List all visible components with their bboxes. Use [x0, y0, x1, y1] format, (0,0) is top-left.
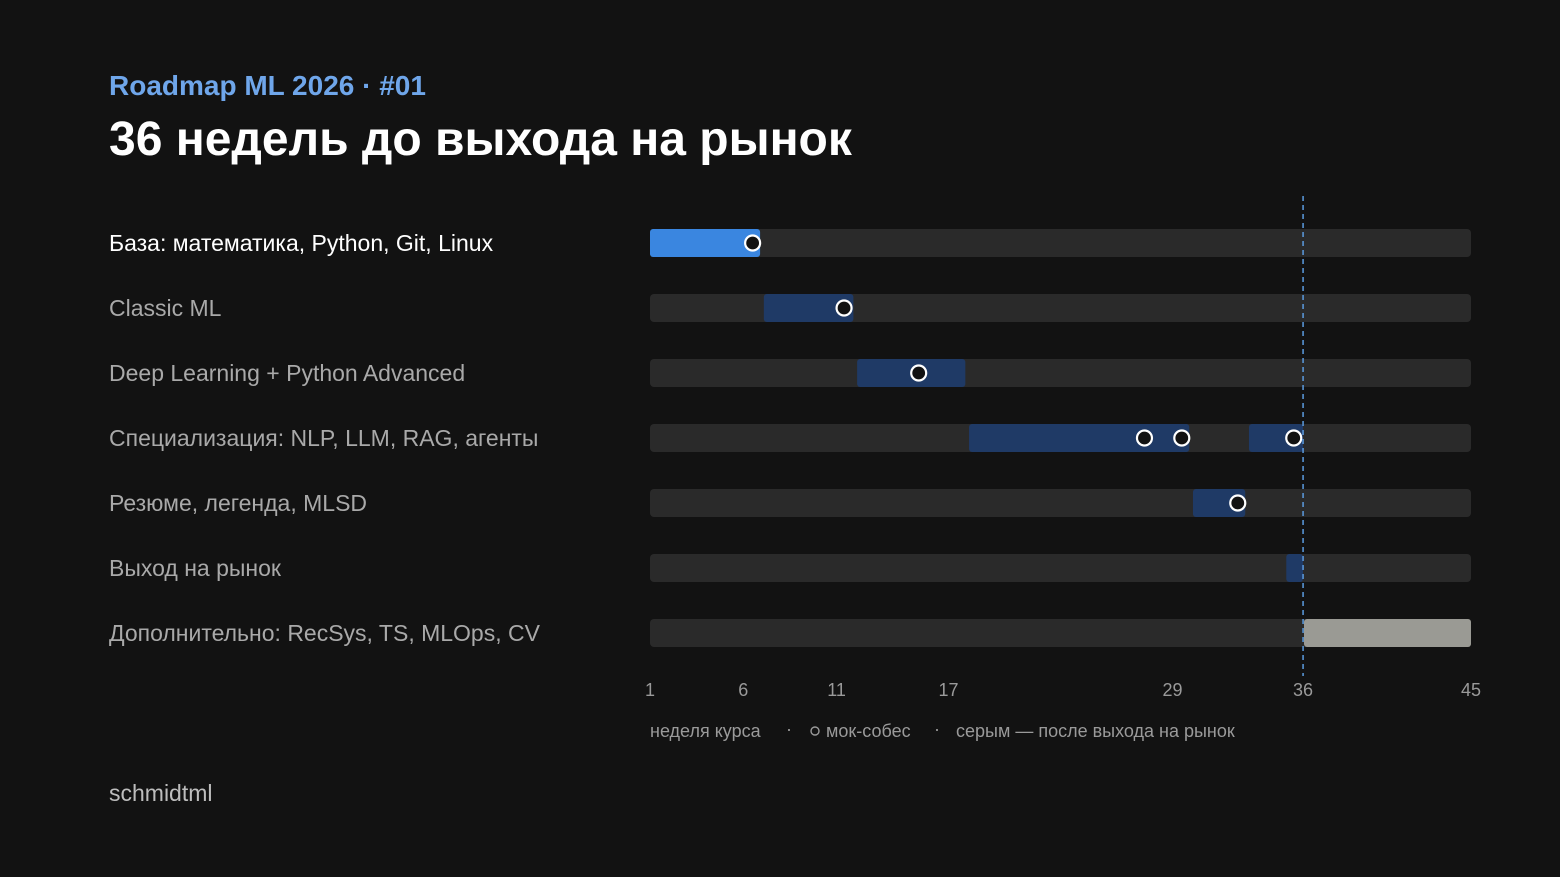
- row-label: Deep Learning + Python Advanced: [109, 360, 465, 386]
- x-tick-label: 17: [939, 680, 959, 700]
- legend-marker-icon: [810, 726, 820, 736]
- x-tick-label: 6: [738, 680, 748, 700]
- mock-interview-marker: [1229, 494, 1247, 512]
- legend-mock-label: мок-собес: [826, 721, 911, 741]
- row-label: Дополнительно: RecSys, TS, MLOps, CV: [109, 620, 541, 646]
- phase-segment: [763, 294, 854, 322]
- x-tick-label: 29: [1162, 680, 1182, 700]
- row-label: Резюме, легенда, MLSD: [109, 490, 367, 516]
- phase-segment: [650, 229, 761, 257]
- mock-interview-marker: [744, 234, 762, 252]
- row-label: Специализация: NLP, LLM, RAG, агенты: [109, 425, 538, 451]
- x-tick-label: 11: [827, 680, 846, 700]
- mock-interview-marker: [1285, 429, 1303, 447]
- row-track: [650, 554, 1471, 582]
- row-track: [650, 229, 1471, 257]
- phase-segment: [1192, 489, 1246, 517]
- mock-interview-marker: [910, 364, 928, 382]
- legend-separator: ·: [786, 719, 792, 739]
- page-title: 36 недель до выхода на рынок: [109, 113, 852, 166]
- x-tick-label: 36: [1293, 680, 1313, 700]
- legend-post-label: серым — после выхода на рынок: [956, 721, 1235, 741]
- mock-interview-marker: [835, 299, 853, 317]
- x-tick-label: 1: [645, 680, 655, 700]
- phase-segment: [1286, 554, 1304, 582]
- row-label: Выход на рынок: [109, 555, 282, 581]
- phase-segment: [969, 424, 1190, 452]
- legend-separator: ·: [934, 719, 940, 739]
- kicker-title: Roadmap ML 2026 · #01: [109, 70, 426, 101]
- x-axis-caption: неделя курса: [650, 721, 762, 741]
- x-tick-label: 45: [1461, 680, 1481, 700]
- mock-interview-marker: [1135, 429, 1154, 447]
- row-label: База: математика, Python, Git, Linux: [109, 230, 494, 256]
- row-track: [650, 619, 1471, 647]
- phase-segment: [1304, 619, 1471, 647]
- author-handle: schmidtml: [109, 780, 213, 806]
- row-track: [650, 489, 1471, 517]
- row-label: Classic ML: [109, 295, 222, 321]
- row-track: [650, 294, 1471, 322]
- row-track: [650, 359, 1471, 387]
- mock-interview-marker: [1173, 429, 1191, 447]
